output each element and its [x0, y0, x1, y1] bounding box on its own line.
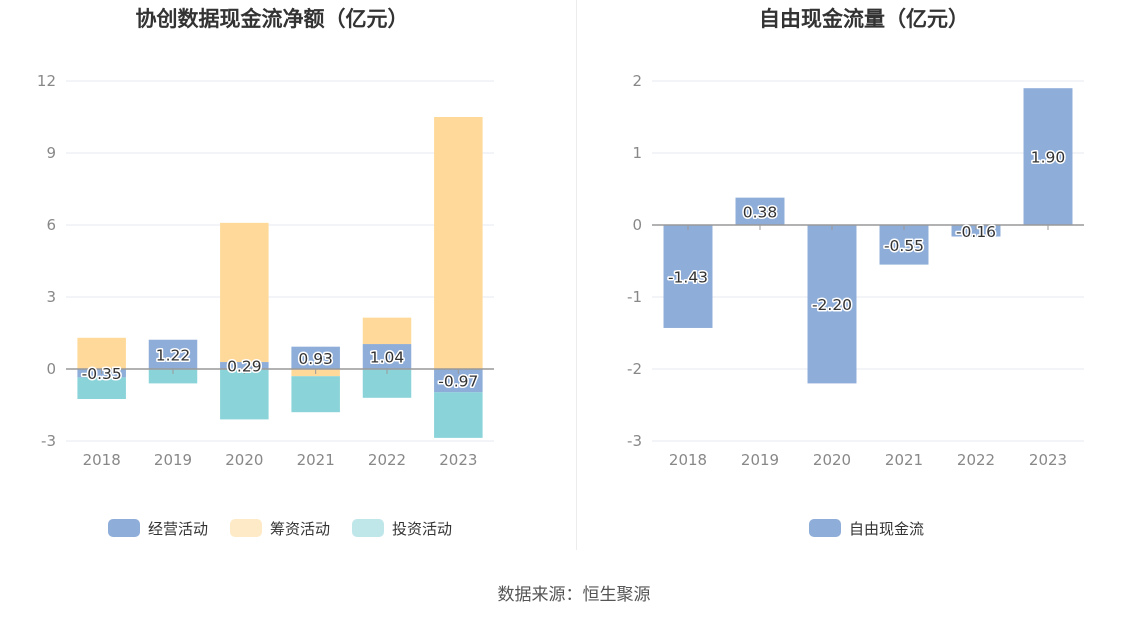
x-tick-label: 2019 [741, 451, 779, 469]
bar-自由现金流-2020 [807, 225, 857, 384]
chart-title: 自由现金流量（亿元） [759, 7, 969, 31]
y-tick-label: 12 [37, 72, 56, 90]
data-label: 0.93 [298, 350, 333, 368]
panel-divider [576, 0, 577, 550]
data-label: -2.20 [812, 296, 852, 314]
bar-投资活动-2020 [220, 369, 269, 420]
bar-自由现金流-2021 [879, 225, 929, 265]
bar-经营活动-2021 [291, 346, 340, 369]
bar-经营活动-2022 [362, 344, 412, 369]
data-label: 1.90 [1031, 149, 1066, 167]
y-tick-label: 2 [632, 72, 642, 90]
x-tick-label: 2018 [669, 451, 707, 469]
x-tick-label: 2022 [957, 451, 995, 469]
data-source: 数据来源：恒生聚源 [497, 585, 651, 605]
cashflow-chart: 协创数据现金流净额（亿元） 12 9 6 3 0 -3 2018 2019 2020 2021 202… [37, 7, 494, 538]
bar-投资活动-2023 [434, 392, 483, 438]
legend-label: 自由现金流 [849, 520, 924, 538]
x-tick-label: 2021 [297, 451, 335, 469]
data-label: 0.38 [743, 203, 778, 221]
bar-筹资活动-2018 [77, 337, 126, 369]
data-label: 0.29 [227, 358, 262, 376]
data-label: 1.04 [370, 349, 405, 367]
y-tick-label: -1 [627, 288, 642, 306]
x-tick-label: 2019 [154, 451, 192, 469]
data-label: -1.43 [668, 268, 708, 286]
bar-投资活动-2018 [77, 377, 126, 399]
x-tick-label: 2023 [1029, 451, 1067, 469]
bar-投资活动-2019 [148, 369, 198, 384]
legend-swatch [352, 519, 384, 537]
legend-swatch [809, 519, 841, 537]
bar-投资活动-2021 [291, 376, 340, 413]
bar-自由现金流-2019 [735, 197, 785, 225]
bar-自由现金流-2023 [1023, 88, 1073, 225]
y-tick-label: -2 [627, 360, 642, 378]
bar-经营活动-2019 [148, 339, 198, 369]
y-tick-label: 0 [46, 360, 56, 378]
x-tick-label: 2018 [83, 451, 121, 469]
bar-筹资活动-2020 [220, 222, 269, 363]
bar-筹资活动-2022 [362, 317, 412, 345]
bar-自由现金流-2022 [951, 225, 1001, 237]
free-cashflow-chart: 自由现金流量（亿元） 2 1 0 -1 -2 -3 2018 2019 2020 2021 2022 2… [627, 7, 1084, 538]
bar-经营活动-2020 [220, 362, 269, 369]
bar-经营活动-2023 [434, 369, 483, 393]
data-label: 1.22 [156, 346, 191, 364]
legend-label: 经营活动 [148, 520, 208, 538]
y-tick-label: 9 [46, 144, 56, 162]
data-label: -0.55 [884, 237, 924, 255]
x-tick-label: 2021 [885, 451, 923, 469]
x-tick-label: 2022 [368, 451, 406, 469]
legend-label: 投资活动 [392, 520, 452, 538]
data-label: -0.16 [956, 223, 996, 241]
chart-title: 协创数据现金流净额（亿元） [136, 7, 409, 31]
y-tick-label: 1 [632, 144, 642, 162]
data-label: -0.35 [82, 365, 122, 383]
legend-swatch [230, 519, 262, 537]
y-tick-label: -3 [627, 432, 642, 450]
x-tick-label: 2020 [813, 451, 851, 469]
legend-label: 筹资活动 [270, 520, 330, 538]
bar-自由现金流-2018 [663, 225, 713, 328]
legend-swatch [108, 519, 140, 537]
y-tick-label: 0 [632, 216, 642, 234]
bar-筹资活动-2023 [434, 117, 483, 369]
y-tick-label: 3 [46, 288, 56, 306]
x-tick-label: 2020 [225, 451, 263, 469]
y-tick-label: -3 [41, 432, 56, 450]
data-label: -0.97 [438, 373, 478, 391]
x-tick-label: 2023 [439, 451, 477, 469]
y-tick-label: 6 [46, 216, 56, 234]
